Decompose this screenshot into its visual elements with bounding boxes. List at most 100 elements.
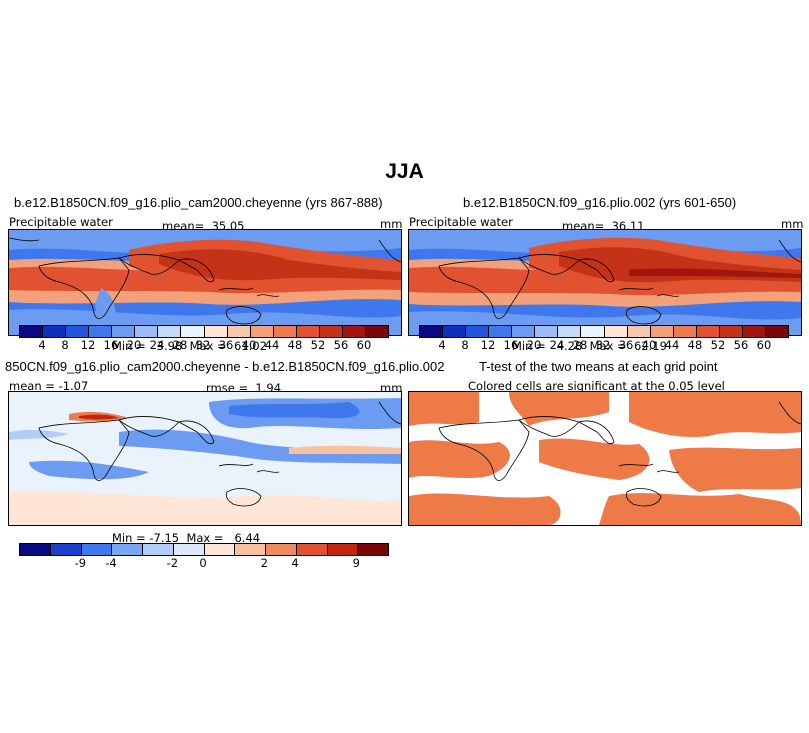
colorbar-tick-label: 20 xyxy=(126,338,142,352)
colorbar-tick-label: 12 xyxy=(80,338,96,352)
panel-title-top-left: b.e12.B1850CN.f09_g16.plio_cam2000.cheye… xyxy=(14,195,383,210)
colorbar-tick-label: 48 xyxy=(287,338,303,352)
colorbar-cell xyxy=(489,326,513,337)
colorbar-cell xyxy=(181,326,205,337)
colorbar-tick-label: 40 xyxy=(641,338,657,352)
colorbar-cell xyxy=(173,544,205,555)
colorbar-top-right-ticks: 4 8 12 16 20 24 28 32 36 40 44 48 52 56 60 xyxy=(419,338,789,352)
colorbar-cell xyxy=(135,326,159,337)
map-top-right-field xyxy=(409,230,801,335)
colorbar-tick-label: 44 xyxy=(664,338,680,352)
colorbar-tick-label: 9 xyxy=(352,556,360,570)
significance-cells xyxy=(409,392,801,525)
colorbar-tick-label: 52 xyxy=(310,338,326,352)
colorbar-tick-label: 56 xyxy=(733,338,749,352)
colorbar-cell xyxy=(673,326,697,337)
map-top-right xyxy=(408,229,802,336)
colorbar-cell xyxy=(43,326,67,337)
map-bottom-left-field xyxy=(9,392,401,525)
panel-subtitle-bottom-right: Colored cells are significant at the 0.0… xyxy=(468,379,725,393)
colorbar-tick-label: 60 xyxy=(756,338,772,352)
colorbar-tick-label: 16 xyxy=(103,338,119,352)
colorbar-tick-label: 28 xyxy=(572,338,588,352)
units-label-top-right: mm xyxy=(781,217,804,231)
colorbar-tick-label: 48 xyxy=(687,338,703,352)
colorbar-cell xyxy=(235,544,266,555)
figure-title: JJA xyxy=(385,160,424,183)
colorbar-cell xyxy=(296,326,320,337)
colorbar-cell xyxy=(296,544,328,555)
colorbar-tick-label: 4 xyxy=(291,556,299,570)
colorbar-cell xyxy=(650,326,674,337)
map-bottom-right-field xyxy=(409,392,801,525)
colorbar-tick-label: 8 xyxy=(461,338,469,352)
colorbar-tick-label: 52 xyxy=(710,338,726,352)
colorbar-cell xyxy=(581,326,605,337)
colorbar-top-left-bar xyxy=(19,325,389,338)
colorbar-bottom-left-bar xyxy=(19,543,389,556)
colorbar-tick-label: 32 xyxy=(195,338,211,352)
colorbar-top-left: 4 8 12 16 20 24 28 32 36 40 44 48 52 56 60 xyxy=(19,325,389,353)
colorbar-cell xyxy=(227,326,251,337)
map-top-left-field xyxy=(9,230,401,335)
colorbar-cell xyxy=(327,544,359,555)
colorbar-cell xyxy=(365,326,388,337)
colorbar-cell xyxy=(443,326,467,337)
colorbar-tick-label: 36 xyxy=(618,338,634,352)
colorbar-cell xyxy=(50,544,82,555)
colorbar-cell xyxy=(719,326,743,337)
colorbar-cell xyxy=(66,326,90,337)
colorbar-cell xyxy=(112,326,136,337)
colorbar-cell xyxy=(204,544,236,555)
colorbar-cell xyxy=(342,326,366,337)
colorbar-tick-label: 60 xyxy=(356,338,372,352)
minmax-label-top-right: Min = 4.28 Max = 62.19 xyxy=(512,339,667,353)
colorbar-cell xyxy=(627,326,651,337)
colorbar-top-left-ticks: 4 8 12 16 20 24 28 32 36 40 44 48 52 56 60 xyxy=(19,338,389,352)
colorbar-cell xyxy=(742,326,766,337)
colorbar-top-right-bar xyxy=(419,325,789,338)
colorbar-tick-label: 12 xyxy=(480,338,496,352)
colorbar-tick-label: 44 xyxy=(264,338,280,352)
colorbar-tick-label: 0 xyxy=(199,556,207,570)
colorbar-tick-label: 4 xyxy=(38,338,46,352)
panel-title-top-right: b.e12.B1850CN.f09_g16.plio.002 (yrs 601-… xyxy=(463,195,737,210)
colorbar-bottom-left-ticks: -9 -4 -2 0 2 4 9 xyxy=(19,556,389,570)
colorbar-cell xyxy=(89,326,113,337)
colorbar-cell xyxy=(604,326,628,337)
panel-title-bottom-left: 850CN.f09_g16.plio_cam2000.cheyenne - b.… xyxy=(5,359,445,374)
colorbar-tick-label: 16 xyxy=(503,338,519,352)
colorbar-tick-label: 36 xyxy=(218,338,234,352)
colorbar-tick-label: 2 xyxy=(260,556,268,570)
colorbar-cell xyxy=(558,326,582,337)
colorbar-cell xyxy=(512,326,536,337)
colorbar-cell xyxy=(112,544,143,555)
colorbar-tick-label: 56 xyxy=(333,338,349,352)
colorbar-cell xyxy=(696,326,720,337)
colorbar-cell xyxy=(765,326,788,337)
units-label-top-left: mm xyxy=(380,217,403,231)
colorbar-tick-label: 24 xyxy=(149,338,165,352)
minmax-label-bottom-left: Min = -7.15 Max = 6.44 xyxy=(112,531,261,545)
variable-label-top-right: Precipitable water xyxy=(409,215,513,229)
colorbar-cell xyxy=(273,326,297,337)
colorbar-cell xyxy=(20,544,51,555)
map-bottom-left xyxy=(8,391,402,526)
colorbar-cell xyxy=(420,326,444,337)
colorbar-tick-label: 20 xyxy=(526,338,542,352)
colorbar-tick-label: 24 xyxy=(549,338,565,352)
variable-label-top-left: Precipitable water xyxy=(9,215,113,229)
colorbar-cell xyxy=(143,544,174,555)
colorbar-cell xyxy=(204,326,228,337)
colorbar-tick-label: 28 xyxy=(172,338,188,352)
map-top-left xyxy=(8,229,402,336)
mean-label-bottom-left: mean = -1.07 xyxy=(9,379,89,393)
colorbar-cell xyxy=(81,544,113,555)
colorbar-tick-label: 32 xyxy=(595,338,611,352)
colorbar-tick-label: 8 xyxy=(61,338,69,352)
colorbar-cell xyxy=(535,326,559,337)
map-bottom-right xyxy=(408,391,802,526)
colorbar-cell xyxy=(158,326,182,337)
colorbar-cell xyxy=(319,326,343,337)
colorbar-bottom-left: -9 -4 -2 0 2 4 9 xyxy=(19,543,389,571)
